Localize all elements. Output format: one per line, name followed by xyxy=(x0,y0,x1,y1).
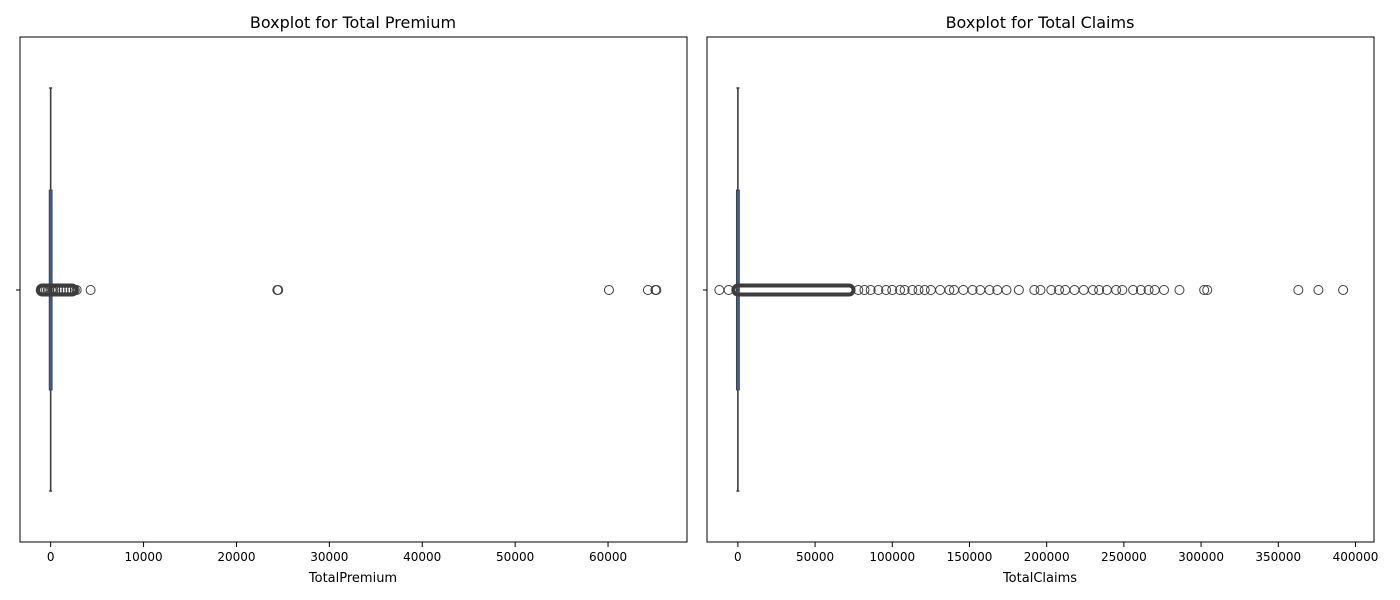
outlier-band xyxy=(733,286,853,295)
x-tick-label: 10000 xyxy=(124,550,162,564)
chart-title: Boxplot for Total Claims xyxy=(946,13,1135,32)
outlier-point xyxy=(1070,286,1079,295)
x-tick-label: 40000 xyxy=(403,550,441,564)
x-axis-ticks: 0 10000 20000 30000 40000 50000 60000 xyxy=(16,290,627,564)
x-tick-label: 30000 xyxy=(310,550,348,564)
outlier-point xyxy=(715,286,724,295)
outlier-point xyxy=(1002,286,1011,295)
outlier-point xyxy=(1339,286,1348,295)
panel-total-premium: Boxplot for Total Premium 0 10000 20000 300… xyxy=(16,13,687,586)
outlier-point xyxy=(1150,286,1159,295)
outlier-point xyxy=(1118,286,1127,295)
outlier-point xyxy=(1036,286,1045,295)
outlier-point xyxy=(1294,286,1303,295)
plot-area xyxy=(715,88,1348,491)
x-tick-label: 20000 xyxy=(217,550,255,564)
outlier-point xyxy=(936,286,945,295)
x-axis-ticks: 0 50000 100000 150000 200000 250000 300000 3500… xyxy=(703,290,1378,564)
chart-title: Boxplot for Total Premium xyxy=(250,13,456,32)
x-tick-label: 50000 xyxy=(796,550,834,564)
outlier-point xyxy=(959,286,968,295)
x-tick-label: 50000 xyxy=(496,550,534,564)
x-tick-label: 60000 xyxy=(589,550,627,564)
outlier-point xyxy=(1014,286,1023,295)
outlier-point xyxy=(1314,286,1323,295)
x-tick-label: 100000 xyxy=(869,550,915,564)
plot-area xyxy=(38,88,661,491)
outlier-point xyxy=(1061,286,1070,295)
x-axis-label: TotalPremium xyxy=(308,571,397,586)
outlier-point xyxy=(1175,286,1184,295)
x-tick-label: 250000 xyxy=(1101,550,1147,564)
outlier-point xyxy=(1160,286,1169,295)
x-tick-label: 350000 xyxy=(1255,550,1301,564)
x-tick-label: 0 xyxy=(47,550,55,564)
x-tick-label: 400000 xyxy=(1333,550,1379,564)
outlier-point xyxy=(926,286,935,295)
x-tick-label: 200000 xyxy=(1024,550,1070,564)
x-tick-label: 300000 xyxy=(1178,550,1224,564)
x-tick-label: 0 xyxy=(734,550,742,564)
axes-frame xyxy=(707,37,1374,542)
x-axis-label: TotalClaims xyxy=(1002,571,1077,586)
panel-total-claims: Boxplot for Total Claims 0 50000 100000 150… xyxy=(703,13,1378,586)
outlier-point xyxy=(86,286,95,295)
outlier-point xyxy=(604,286,613,295)
outlier-point xyxy=(1079,286,1088,295)
x-tick-label: 150000 xyxy=(947,550,993,564)
axes-frame xyxy=(20,37,687,542)
